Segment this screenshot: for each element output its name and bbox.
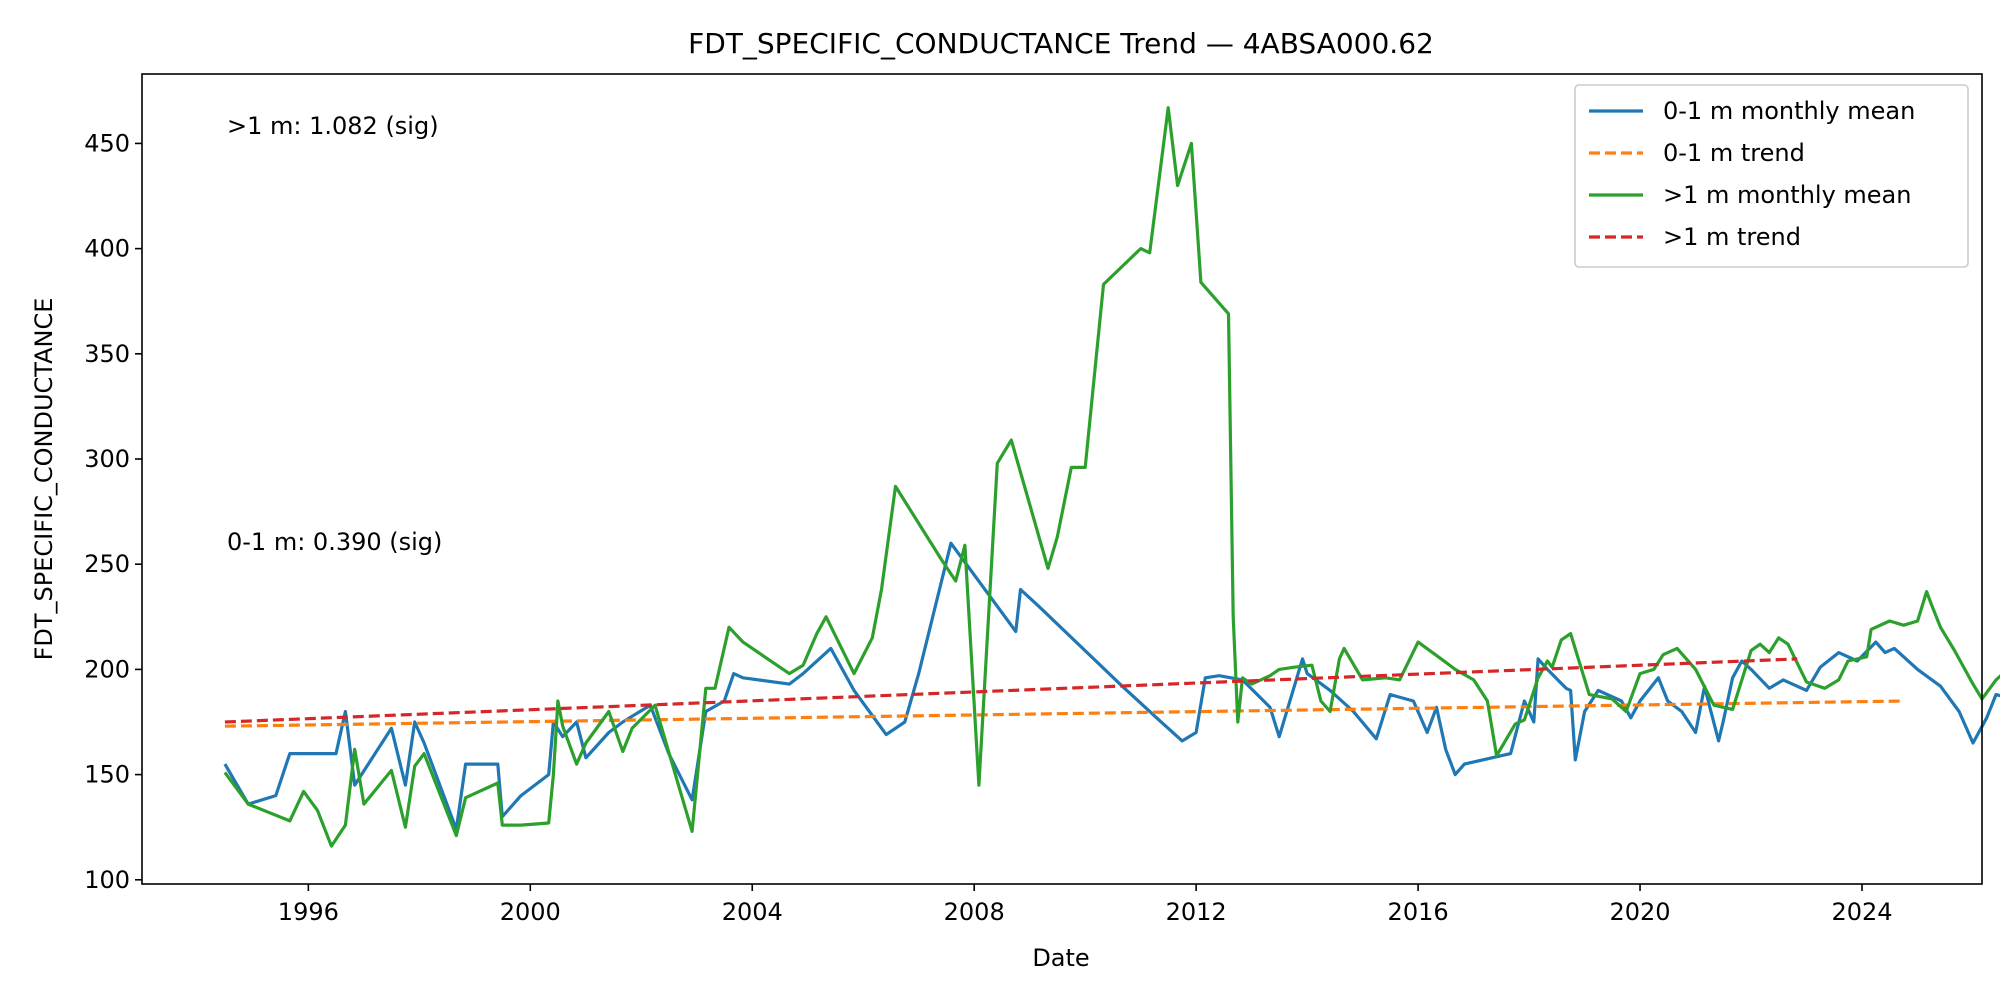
y-tick-label: 350 [84,340,130,368]
legend-box [1574,84,1969,268]
annotation-surface-slope: 0-1 m: 0.390 (sig) [227,528,442,556]
x-tick-label: 2012 [1166,898,1227,926]
axes-layer: 100 150 200 250 300 350 400 450 1996 2000 2004 2008… [84,129,1892,926]
series-line-gt1-m-trend [224,657,1798,724]
annotation-deep-slope: >1 m: 1.082 (sig) [227,112,439,140]
legend: 0-1 m monthly mean 0-1 m trend >1 m monthl… [1574,84,1969,268]
series-line-0-1-m-monthly-mean [223,541,2000,831]
y-tick-label: 250 [84,550,130,578]
x-axis-title: Date [1032,944,1089,972]
legend-label-gt1-m-trend: >1 m trend [1663,223,1801,251]
y-tick-label: 150 [84,761,130,789]
legend-label-gt1-m-monthly-mean: >1 m monthly mean [1663,181,1911,209]
x-tick-label: 2000 [500,898,561,926]
y-tick-label: 200 [84,655,130,683]
series-line-gt1-m-monthly-mean [223,106,2000,848]
legend-label-0-1-m-trend: 0-1 m trend [1663,139,1805,167]
y-axis-title: FDT_SPECIFIC_CONDUCTANCE [30,298,58,661]
y-tick-label: 450 [84,129,130,157]
y-tick-label: 100 [84,866,130,894]
x-tick-label: 2020 [1609,898,1670,926]
x-tick-label: 1996 [278,898,339,926]
y-tick-label: 300 [84,445,130,473]
chart-title: FDT_SPECIFIC_CONDUCTANCE Trend — 4ABSA00… [688,27,1434,60]
x-tick-label: 2004 [722,898,783,926]
series-layer [223,106,2000,848]
x-tick-label: 2024 [1831,898,1892,926]
x-tick-label: 2008 [944,898,1005,926]
x-tick-label: 2016 [1388,898,1449,926]
y-tick-label: 400 [84,235,130,263]
plot-frame [141,73,1983,885]
series-line-0-1-m-trend [224,699,1904,728]
legend-label-0-1-m-monthly-mean: 0-1 m monthly mean [1663,97,1915,125]
